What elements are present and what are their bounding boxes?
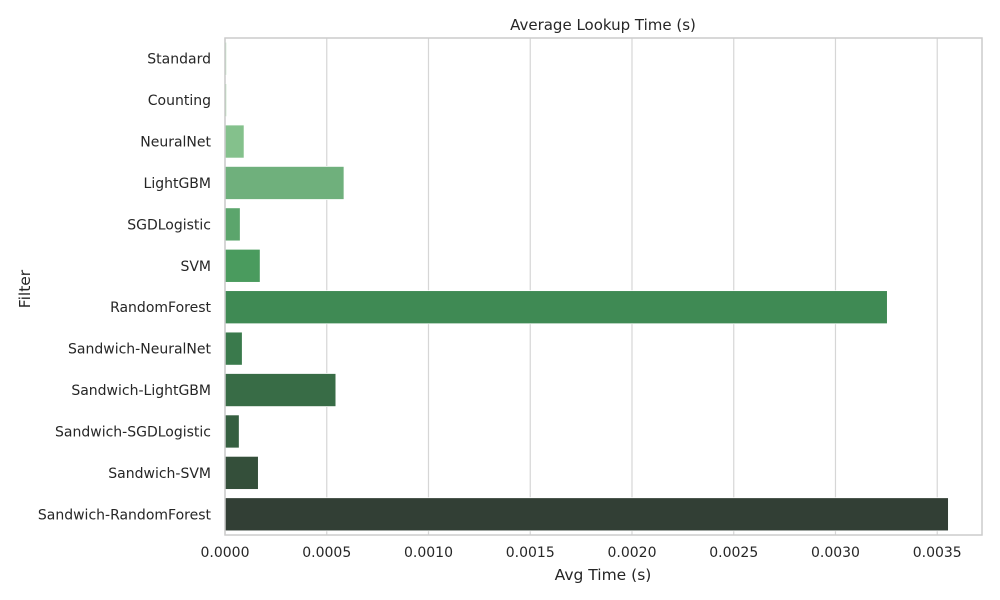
y-tick-label: Sandwich-SGDLogistic xyxy=(55,424,211,440)
bar xyxy=(224,331,243,366)
y-tick-label: Sandwich-NeuralNet xyxy=(68,342,211,358)
bar xyxy=(224,207,241,242)
x-axis-label: Avg Time (s) xyxy=(555,566,652,584)
y-tick-label: RandomForest xyxy=(110,300,211,316)
bar xyxy=(224,455,259,490)
x-tick-label: 0.0005 xyxy=(302,545,351,561)
y-tick-label: Sandwich-RandomForest xyxy=(38,507,212,523)
bar xyxy=(224,124,245,159)
y-tick-label: SGDLogistic xyxy=(127,217,211,233)
x-tick-label: 0.0000 xyxy=(201,545,250,561)
y-tick-label: Standard xyxy=(147,52,211,68)
y-tick-label: NeuralNet xyxy=(140,135,211,151)
y-axis-label: Filter xyxy=(16,269,34,308)
bar xyxy=(224,414,240,449)
bars xyxy=(224,41,949,532)
grid-lines xyxy=(224,38,938,535)
x-tick-label: 0.0030 xyxy=(811,545,860,561)
y-tick-label: SVM xyxy=(180,259,211,275)
x-tick-label: 0.0035 xyxy=(913,545,962,561)
x-tick-labels: 0.0000 0.0005 0.0010 0.0015 0.0020 0.0025 0.00… xyxy=(201,545,962,561)
bar xyxy=(224,248,261,283)
bar xyxy=(224,497,949,532)
x-tick-label: 0.0020 xyxy=(607,545,656,561)
y-tick-label: Sandwich-LightGBM xyxy=(71,383,211,399)
y-tick-label: Sandwich-SVM xyxy=(108,466,211,482)
y-tick-labels: Standard Counting NeuralNet LightGBM SGDLogi… xyxy=(38,52,212,524)
x-tick-label: 0.0025 xyxy=(709,545,758,561)
x-tick-label: 0.0010 xyxy=(404,545,453,561)
bar xyxy=(224,290,888,325)
plot-frame xyxy=(224,37,983,536)
y-tick-label: Counting xyxy=(148,93,211,109)
bar xyxy=(224,165,345,200)
x-tick-label: 0.0015 xyxy=(506,545,555,561)
chart-title: Average Lookup Time (s) xyxy=(510,16,696,34)
y-tick-label: LightGBM xyxy=(144,176,211,192)
bar xyxy=(224,373,337,408)
